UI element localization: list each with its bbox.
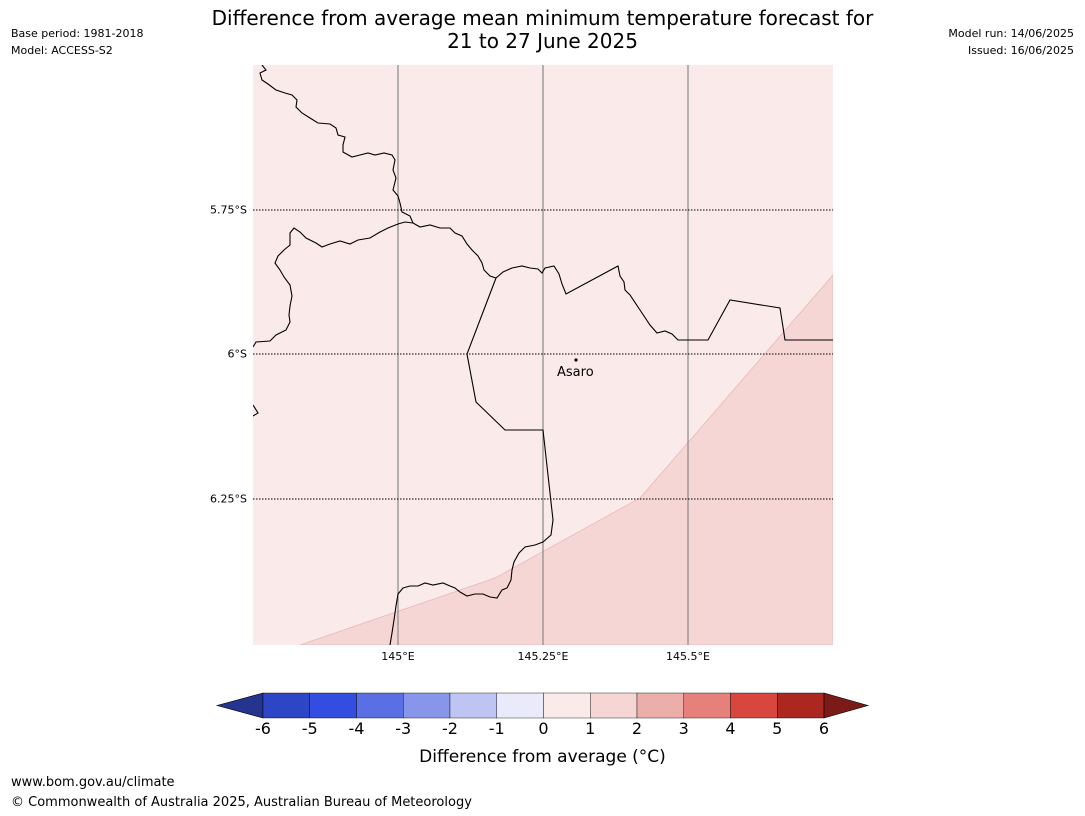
colorbar-title: Difference from average (°C)	[419, 747, 666, 767]
lon-label-145-25e: 145.25°E	[517, 650, 569, 663]
colorbar-segment	[262, 692, 310, 719]
colorbar-segment	[683, 692, 731, 719]
asaro-label: Asaro	[557, 365, 594, 380]
colorbar-tick-label: 6	[818, 719, 830, 738]
longitude-gridlines	[397, 65, 689, 645]
colorbar-segment	[636, 692, 684, 719]
colorbar-tick-label: -2	[442, 719, 458, 738]
base-period: Base period: 1981-2018	[11, 27, 144, 40]
lat-label-5-75s: 5.75°S	[210, 203, 247, 217]
colorbar-tick-label: -1	[488, 719, 505, 738]
colorbar-tick-label: 0	[538, 719, 549, 738]
latitude-gridlines	[253, 209, 833, 500]
model-name: Model: ACCESS-S2	[11, 44, 113, 57]
colorbar-segment	[356, 692, 404, 719]
colorbar	[215, 692, 870, 719]
boundary-north-central	[412, 222, 833, 341]
colorbar-segment	[777, 692, 825, 719]
issued-date: Issued: 16/06/2025	[967, 44, 1074, 57]
footer-url: www.bom.gov.au/climate	[11, 775, 175, 790]
map-area	[253, 65, 833, 645]
colorbar-segment	[309, 692, 357, 719]
colorbar-tick-label: -3	[395, 719, 412, 738]
lon-label-145-5e: 145.5°E	[666, 650, 710, 663]
colorbar-segment	[543, 692, 591, 719]
colorbar-tick-label: 3	[678, 719, 689, 738]
colorbar-extend-low	[215, 692, 264, 719]
colorbar-segment	[496, 692, 544, 719]
colorbar-segment	[449, 692, 497, 719]
title-line-1: Difference from average mean minimum tem…	[211, 6, 874, 30]
colorbar-tick-label: -4	[348, 719, 365, 738]
header-right: Model run: 14/06/2025 Issued: 16/06/2025	[948, 25, 1074, 59]
lon-label-145e: 145°E	[381, 650, 415, 663]
colorbar-tick-label: -5	[301, 719, 318, 738]
colorbar-tick-label: 2	[631, 719, 643, 738]
boundary-west-fragment	[253, 404, 259, 417]
model-run: Model run: 14/06/2025	[948, 27, 1074, 40]
boundary-northwest	[253, 65, 414, 348]
footer-copyright: © Commonwealth of Australia 2025, Austra…	[11, 795, 472, 810]
colorbar-tick-label: 1	[585, 719, 596, 738]
lat-label-6-25s: 6.25°S	[210, 492, 247, 506]
asaro-marker	[574, 358, 578, 362]
lat-label-6s: 6°S	[227, 347, 247, 361]
colorbar-segment	[403, 692, 451, 719]
colorbar-segment	[730, 692, 778, 719]
province-boundaries	[253, 65, 833, 645]
colorbar-tick-label: 5	[772, 719, 783, 738]
colorbar-extend-high	[823, 692, 870, 719]
header-left: Base period: 1981-2018 Model: ACCESS-S2	[11, 25, 143, 59]
colorbar-tick-label: 4	[725, 719, 736, 738]
anomaly-1-to-2-region	[299, 274, 833, 645]
colorbar-segment	[590, 692, 638, 719]
title-line-2: 21 to 27 June 2025	[447, 29, 638, 53]
colorbar-tick-label: -6	[255, 719, 271, 738]
map-title: Difference from average mean minimum tem…	[0, 7, 1085, 53]
boundary-eastern-highlands	[389, 277, 554, 645]
